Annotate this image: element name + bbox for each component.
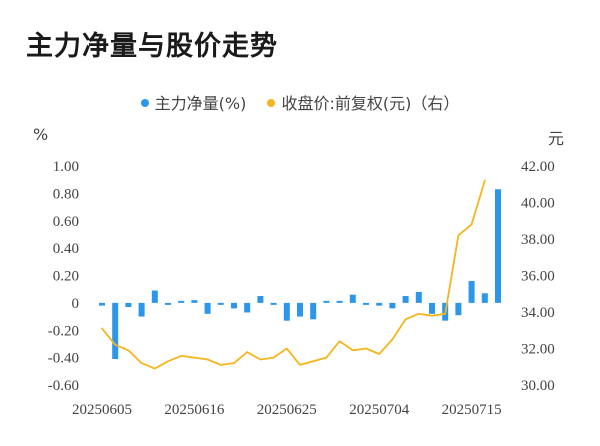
net-flow-bar bbox=[257, 296, 264, 303]
close-price-line bbox=[101, 179, 486, 370]
net-flow-bar bbox=[178, 300, 185, 303]
right-tick-label: 40.00 bbox=[521, 196, 555, 212]
right-tick-label: 38.00 bbox=[521, 232, 555, 248]
net-flow-bar bbox=[402, 296, 409, 303]
left-tick-label: 0 bbox=[72, 296, 80, 312]
x-tick-label: 20250616 bbox=[164, 402, 225, 418]
net-flow-bar bbox=[125, 302, 132, 307]
left-tick-label: -0.60 bbox=[48, 378, 79, 394]
net-flow-bar bbox=[244, 302, 251, 313]
right-tick-label: 34.00 bbox=[521, 305, 555, 321]
net-flow-bar bbox=[389, 302, 396, 309]
chart-legend: 主力净量(%) 收盘价:前复权(元)（右） bbox=[0, 90, 600, 114]
net-flow-bar bbox=[349, 294, 356, 303]
legend-dot-close-price bbox=[267, 99, 276, 107]
net-flow-bar bbox=[455, 302, 462, 316]
right-tick-label: 42.00 bbox=[521, 159, 555, 175]
net-flow-bar bbox=[468, 280, 475, 303]
left-tick-label: -0.40 bbox=[48, 351, 79, 367]
net-flow-bar bbox=[415, 291, 422, 303]
net-flow-bar bbox=[138, 302, 145, 317]
net-flow-bar bbox=[151, 290, 158, 303]
x-tick-label: 20250715 bbox=[442, 402, 502, 418]
legend-dot-net-flow bbox=[140, 99, 149, 107]
net-flow-bar bbox=[165, 302, 171, 305]
net-flow-bar bbox=[283, 302, 290, 321]
left-tick-label: 0.60 bbox=[53, 214, 79, 230]
legend-item-close-price[interactable]: 收盘价:前复权(元)（右） bbox=[267, 90, 459, 114]
right-axis-unit: 元 bbox=[548, 129, 565, 148]
net-flow-bar bbox=[217, 302, 224, 305]
net-flow-bar bbox=[323, 300, 330, 303]
left-tick-label: -0.20 bbox=[48, 323, 79, 339]
net-flow-bar bbox=[429, 302, 435, 314]
x-tick-label: 20250704 bbox=[349, 402, 410, 418]
left-tick-label: 0.40 bbox=[53, 241, 79, 257]
left-axis-unit: % bbox=[33, 125, 49, 144]
net-flow-bar bbox=[481, 293, 488, 303]
left-tick-label: 0.80 bbox=[53, 186, 79, 202]
net-flow-bar bbox=[191, 300, 198, 303]
x-tick-label: 20250605 bbox=[72, 402, 132, 418]
net-flow-bar bbox=[376, 302, 383, 306]
net-flow-bar bbox=[204, 302, 211, 314]
right-tick-label: 36.00 bbox=[521, 269, 555, 285]
x-tick-label: 20250625 bbox=[257, 402, 317, 418]
right-tick-label: 30.00 bbox=[521, 378, 555, 394]
net-flow-bar bbox=[336, 300, 343, 303]
right-tick-label: 32.00 bbox=[521, 342, 555, 358]
left-tick-label: 1.00 bbox=[53, 159, 79, 175]
legend-item-net-flow[interactable]: 主力净量(%) bbox=[140, 90, 247, 114]
legend-label-close-price: 收盘价:前复权(元)（右） bbox=[281, 94, 460, 113]
net-flow-bar bbox=[363, 302, 369, 305]
net-flow-bar bbox=[231, 302, 237, 309]
net-flow-bar bbox=[99, 302, 105, 306]
net-flow-bar bbox=[495, 189, 501, 303]
chart-title: 主力净量与股价走势 bbox=[26, 31, 278, 62]
net-flow-bar bbox=[112, 302, 119, 359]
left-tick-label: 0.20 bbox=[53, 269, 79, 285]
legend-label-net-flow: 主力净量(%) bbox=[154, 94, 247, 113]
net-flow-bar bbox=[310, 302, 317, 320]
net-flow-bar bbox=[297, 302, 303, 317]
net-flow-bar bbox=[270, 302, 277, 305]
